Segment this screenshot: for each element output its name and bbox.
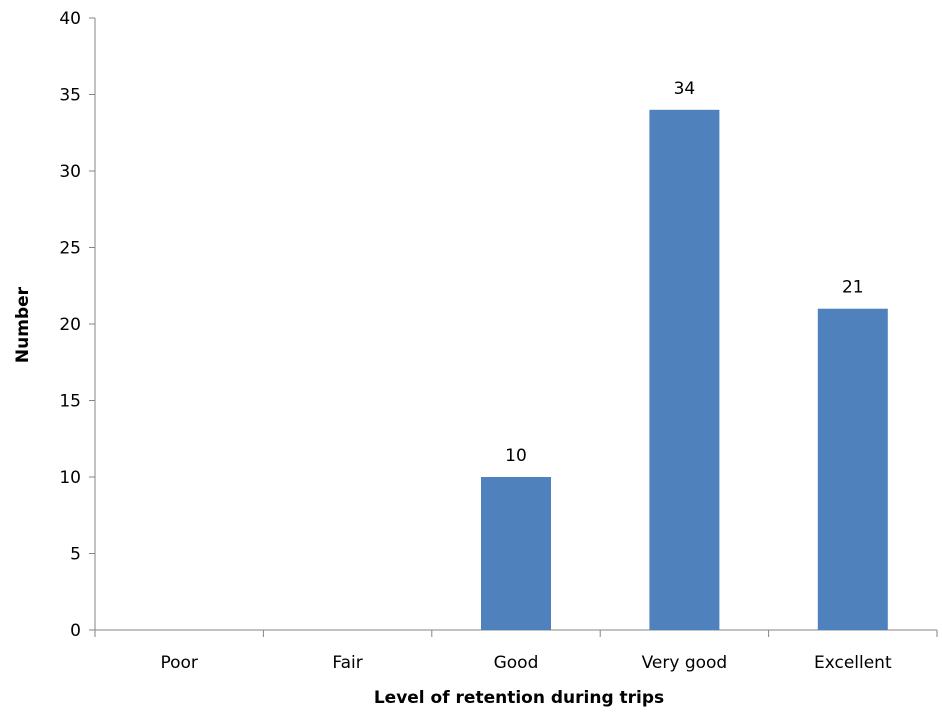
y-tick-label: 30: [59, 162, 81, 182]
data-labels: 10 34 21: [505, 79, 863, 466]
x-tick-label: Excellent: [814, 653, 892, 673]
bar-very-good: [649, 109, 720, 631]
y-tick-label: 15: [59, 392, 81, 412]
x-tick-label: Very good: [642, 653, 728, 673]
bars: [481, 109, 888, 631]
bar-excellent: [817, 308, 888, 630]
x-tick-label: Poor: [160, 653, 197, 673]
y-tick-label: 35: [59, 86, 81, 106]
y-tick-label: 25: [59, 239, 81, 259]
y-tick-label: 0: [70, 621, 81, 641]
y-axis: 0 5 10 15 20 25 30 35 40: [59, 9, 96, 641]
x-tick-label: Good: [494, 653, 539, 673]
data-label: 34: [674, 79, 696, 99]
y-tick-label: 10: [59, 468, 81, 488]
data-label: 21: [842, 278, 864, 298]
bar-good: [481, 477, 551, 630]
x-tick-label: Fair: [332, 653, 362, 673]
y-tick-label: 5: [70, 545, 81, 565]
x-axis: Poor Fair Good Very good Excellent: [94, 629, 938, 673]
y-tick-label: 20: [59, 315, 81, 335]
data-label: 10: [505, 446, 527, 466]
y-axis-title: Number: [13, 286, 33, 363]
x-axis-title: Level of retention during trips: [374, 688, 664, 708]
y-tick-label: 40: [59, 9, 81, 29]
